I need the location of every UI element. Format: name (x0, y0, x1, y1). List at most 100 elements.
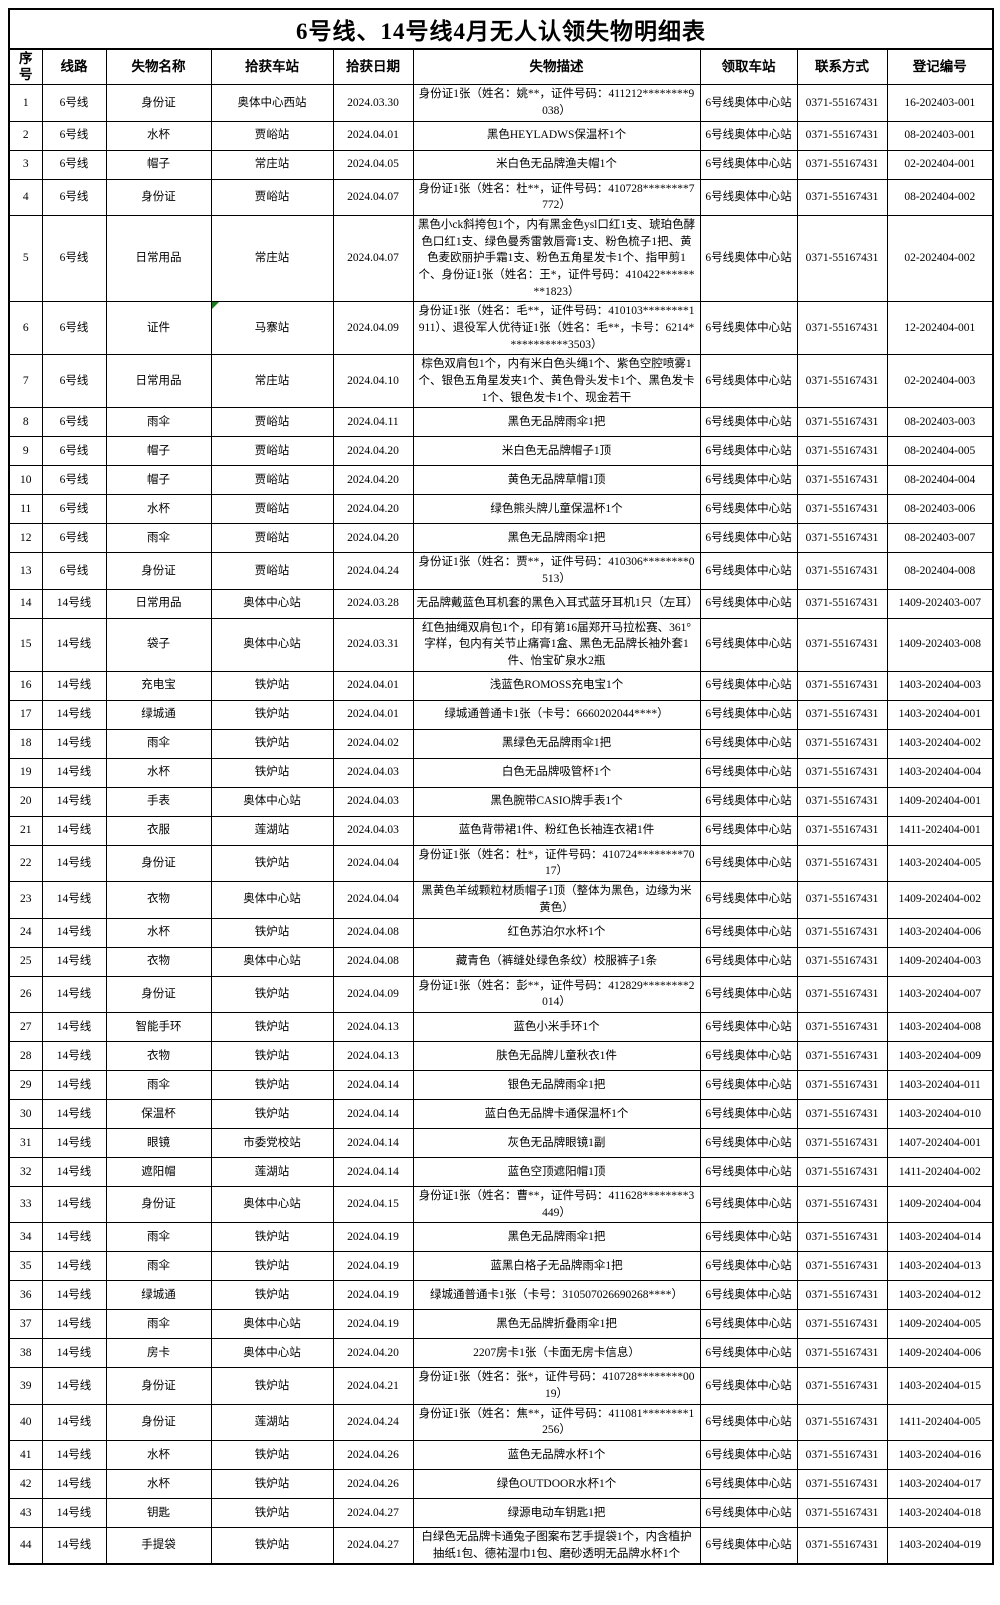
table-row: 15 14号线 袋子 奥体中心站 2024.03.31 红色抽绳双肩包1个，印有第16届郑… (8, 617, 994, 672)
cell-description: 绿源电动车钥匙1把 (412, 1497, 701, 1528)
cell-contact: 0371-55167431 (796, 1367, 888, 1405)
cell-date-found: 2024.04.24 (332, 552, 414, 590)
cell-line: 14号线 (41, 1185, 107, 1224)
cell-pickup-station: 6号线奥体中心站 (699, 815, 798, 846)
cell-line: 6号线 (41, 465, 107, 496)
cell-line: 6号线 (41, 149, 107, 180)
cell-station-found: 奥体中心西站 (210, 84, 334, 122)
cell-contact: 0371-55167431 (796, 1403, 888, 1441)
table-row: 36 14号线 绿城通 铁炉站 2024.04.19 绿城通普通卡1张（卡号：310507… (8, 1280, 994, 1311)
cell-contact: 0371-55167431 (796, 617, 888, 672)
cell-station-found: 铁炉站 (210, 1497, 334, 1528)
cell-index: 42 (8, 1468, 43, 1499)
cell-line: 14号线 (41, 1338, 107, 1369)
cell-item-name: 绿城通 (105, 699, 212, 730)
cell-line: 14号线 (41, 946, 107, 977)
table-row: 44 14号线 手提袋 铁炉站 2024.04.27 白绿色无品牌卡通兔子图案布艺手提袋1… (8, 1526, 994, 1565)
cell-registration-no: 1403-202404-007 (886, 975, 994, 1013)
cell-contact: 0371-55167431 (796, 552, 888, 590)
cell-contact: 0371-55167431 (796, 786, 888, 817)
cell-index: 44 (8, 1526, 43, 1565)
cell-index: 16 (8, 670, 43, 701)
cell-station-found: 奥体中心站 (210, 588, 334, 619)
cell-date-found: 2024.04.20 (332, 436, 414, 467)
cell-contact: 0371-55167431 (796, 699, 888, 730)
cell-station-found: 铁炉站 (210, 975, 334, 1013)
column-header-station-found: 拾获车站 (210, 48, 334, 86)
cell-station-found: 铁炉站 (210, 1251, 334, 1282)
cell-date-found: 2024.04.09 (332, 975, 414, 1013)
cell-registration-no: 1411-202404-002 (886, 1156, 994, 1187)
cell-index: 39 (8, 1367, 43, 1405)
cell-registration-no: 1403-202404-003 (886, 670, 994, 701)
cell-registration-no: 1403-202404-005 (886, 844, 994, 883)
table-row: 9 6号线 帽子 贾峪站 2024.04.20 米白色无品牌帽子1顶 6号线奥体中心站 037… (8, 436, 994, 467)
cell-station-found: 奥体中心站 (210, 881, 334, 919)
cell-contact: 0371-55167431 (796, 465, 888, 496)
cell-index: 18 (8, 728, 43, 759)
cell-index: 13 (8, 552, 43, 590)
page-title: 6号线、14号线4月无人认领失物明细表 (8, 8, 994, 50)
cell-index: 8 (8, 407, 43, 438)
cell-pickup-station: 6号线奥体中心站 (699, 523, 798, 554)
cell-item-name: 绿城通 (105, 1280, 212, 1311)
cell-registration-no: 1403-202404-013 (886, 1251, 994, 1282)
cell-date-found: 2024.04.13 (332, 1011, 414, 1042)
cell-pickup-station: 6号线奥体中心站 (699, 354, 798, 409)
cell-registration-no: 1409-202404-001 (886, 786, 994, 817)
column-header-registration-no: 登记编号 (886, 48, 994, 86)
cell-description: 黑色无品牌雨伞1把 (412, 407, 701, 438)
cell-index: 4 (8, 178, 43, 217)
cell-item-name: 身份证 (105, 552, 212, 590)
column-header-contact: 联系方式 (796, 48, 888, 86)
cell-item-name: 水杯 (105, 1468, 212, 1499)
cell-contact: 0371-55167431 (796, 881, 888, 919)
cell-pickup-station: 6号线奥体中心站 (699, 1251, 798, 1282)
cell-station-found: 贾峪站 (210, 120, 334, 151)
cell-date-found: 2024.04.14 (332, 1069, 414, 1100)
cell-contact: 0371-55167431 (796, 1468, 888, 1499)
cell-line: 6号线 (41, 120, 107, 151)
cell-description: 黑色腕带CASIO牌手表1个 (412, 786, 701, 817)
cell-pickup-station: 6号线奥体中心站 (699, 917, 798, 948)
cell-line: 14号线 (41, 1127, 107, 1158)
cell-contact: 0371-55167431 (796, 815, 888, 846)
cell-index: 33 (8, 1185, 43, 1224)
cell-line: 6号线 (41, 523, 107, 554)
cell-date-found: 2024.04.04 (332, 881, 414, 919)
cell-index: 36 (8, 1280, 43, 1311)
cell-registration-no: 12-202404-001 (886, 301, 994, 356)
cell-registration-no: 02-202404-003 (886, 354, 994, 409)
cell-index: 43 (8, 1497, 43, 1528)
cell-station-found: 奥体中心站 (210, 786, 334, 817)
table-row: 23 14号线 衣物 奥体中心站 2024.04.04 黑黄色羊绒颗粒材质帽子1顶（整体为… (8, 881, 994, 919)
cell-index: 19 (8, 757, 43, 788)
cell-contact: 0371-55167431 (796, 917, 888, 948)
cell-pickup-station: 6号线奥体中心站 (699, 1098, 798, 1129)
cell-line: 14号线 (41, 1011, 107, 1042)
cell-date-found: 2024.04.11 (332, 407, 414, 438)
cell-station-found: 常庄站 (210, 149, 334, 180)
cell-description: 米白色无品牌帽子1顶 (412, 436, 701, 467)
cell-line: 14号线 (41, 1280, 107, 1311)
cell-contact: 0371-55167431 (796, 588, 888, 619)
cell-station-found: 贾峪站 (210, 494, 334, 525)
cell-date-found: 2024.04.05 (332, 149, 414, 180)
cell-description: 肤色无品牌儿童秋衣1件 (412, 1040, 701, 1071)
table-row: 6 6号线 证件 马寨站 2024.04.09 身份证1张（姓名：毛**，证件号码：410… (8, 301, 994, 356)
cell-date-found: 2024.04.14 (332, 1156, 414, 1187)
cell-item-name: 水杯 (105, 494, 212, 525)
cell-line: 14号线 (41, 917, 107, 948)
cell-station-found: 莲湖站 (210, 815, 334, 846)
cell-item-name: 水杯 (105, 1439, 212, 1470)
cell-pickup-station: 6号线奥体中心站 (699, 1011, 798, 1042)
cell-index: 6 (8, 301, 43, 356)
cell-pickup-station: 6号线奥体中心站 (699, 1156, 798, 1187)
cell-description: 绿城通普通卡1张（卡号：310507026690268****） (412, 1280, 701, 1311)
cell-date-found: 2024.04.03 (332, 757, 414, 788)
cell-registration-no: 1409-202404-006 (886, 1338, 994, 1369)
cell-item-name: 身份证 (105, 1403, 212, 1441)
cell-station-found: 铁炉站 (210, 1280, 334, 1311)
cell-line: 14号线 (41, 728, 107, 759)
table-row: 3 6号线 帽子 常庄站 2024.04.05 米白色无品牌渔夫帽1个 6号线奥体中心站 03… (8, 149, 994, 180)
